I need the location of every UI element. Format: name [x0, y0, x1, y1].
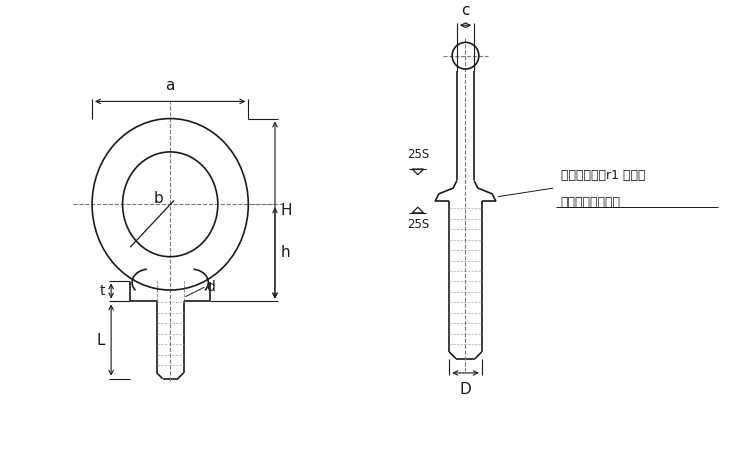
Text: D: D: [460, 382, 471, 397]
Text: L: L: [97, 333, 106, 347]
Text: 首下には必ずr1 以上の: 首下には必ずr1 以上の: [561, 169, 645, 182]
Text: H: H: [280, 202, 292, 217]
Text: t: t: [100, 284, 106, 298]
Text: d: d: [206, 280, 215, 294]
Text: 25S: 25S: [406, 218, 429, 231]
Text: b: b: [154, 191, 164, 206]
Text: 丸みをつけること: 丸みをつけること: [561, 196, 621, 209]
Text: h: h: [280, 245, 290, 261]
Text: c: c: [461, 3, 470, 18]
Text: 25S: 25S: [406, 148, 429, 162]
Text: a: a: [166, 78, 175, 93]
